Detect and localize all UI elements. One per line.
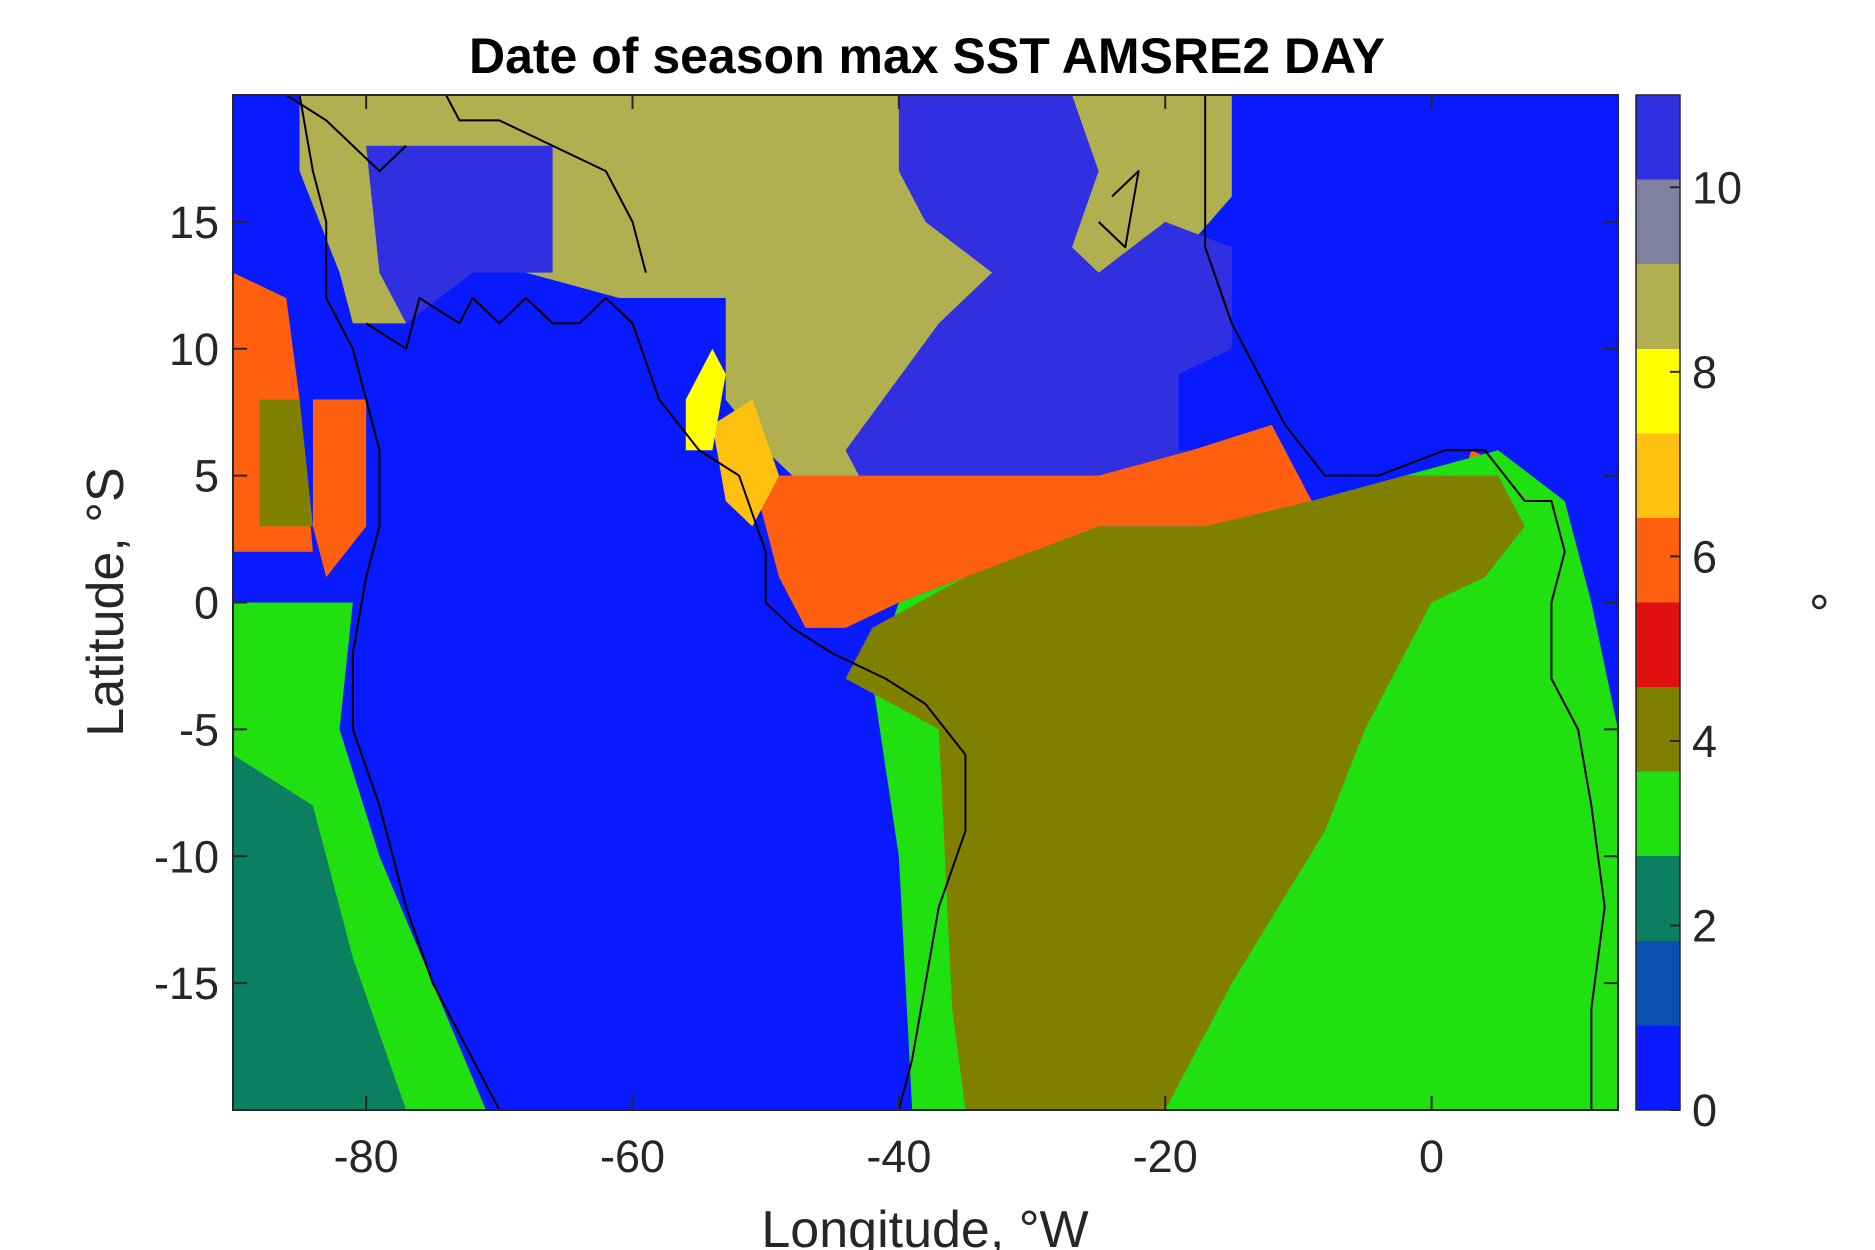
map-plot-area [233,95,1618,1110]
coastlines [285,95,1606,1110]
colorbar-tick-label: 0 [1692,1085,1717,1136]
colorbar-gradient [1635,94,1681,1111]
colorbar-tick-label: 8 [1692,347,1717,398]
y-tick-label: 0 [194,578,219,629]
x-axis: -80 -60 -40 -20 0 [334,95,1444,1182]
region-atlantic-purple [845,95,1232,501]
colorbar-tick-label: 6 [1692,531,1717,582]
y-tick-label: 10 [169,324,219,375]
y-tick-label: -5 [179,704,219,755]
coastline-4 [285,95,407,173]
y-tick-label: 15 [169,197,219,248]
colorbar-tick-label: 4 [1692,716,1717,767]
coastline-3 [406,95,647,273]
y-tick-label: -10 [154,831,219,882]
coastline-1 [365,297,967,1110]
data-regions [233,95,1618,1110]
x-tick-label: 0 [1419,1131,1444,1182]
region-pacific-olive [259,399,313,527]
x-tick-label: -20 [1133,1131,1198,1182]
region-pacific-coastal-red [312,399,367,578]
x-axis-label: Longitude, °W [761,1201,1088,1250]
chart-title: Date of season max SST AMSRE2 DAY [469,28,1385,84]
region-yellow-coast [685,348,726,451]
y-axis: -15 -10 -5 0 5 10 15 [154,197,1618,1009]
colorbar-tick-label: 2 [1692,900,1717,951]
region-atlantic-olive [845,475,1525,1110]
y-tick-label: 5 [194,451,219,502]
colorbar-label: ° [1778,592,1836,613]
y-tick-label: -15 [154,958,219,1009]
y-axis-label: Latitude, °S [77,467,135,736]
region-gulf-purple [366,145,553,324]
x-tick-label: -40 [866,1131,931,1182]
coastline-2 [1204,95,1606,1110]
region-orange-coast [712,399,780,527]
region-equatorial-red [752,424,1312,628]
coastline-5 [1097,170,1140,249]
region-pacific-southwest-dark [233,754,407,1110]
colorbar: 0 2 4 6 8 10 [1635,94,1742,1136]
coastline-0 [298,95,501,1110]
colorbar-ticks: 0 2 4 6 8 10 [1670,162,1742,1136]
x-tick-label: -60 [600,1131,665,1182]
x-tick-label: -80 [334,1131,399,1182]
colorbar-tick-label: 10 [1692,162,1742,213]
region-bright-blue-patch [1178,348,1232,451]
